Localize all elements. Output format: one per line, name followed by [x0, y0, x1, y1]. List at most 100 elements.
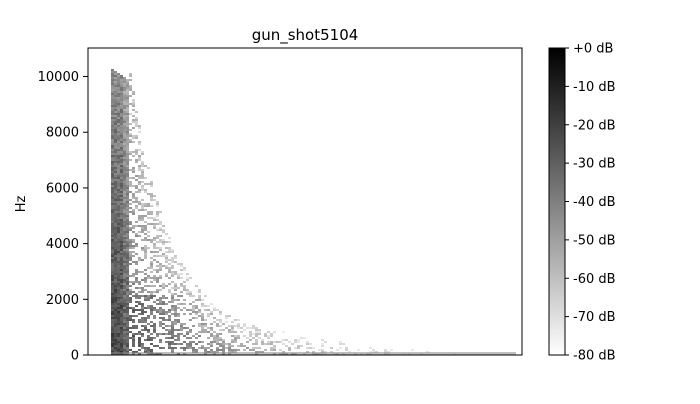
spectrogram-cell [141, 181, 144, 183]
spectrogram-cell [183, 269, 186, 271]
spectrogram-cell [231, 325, 234, 327]
spectrogram-cell [237, 349, 240, 351]
spectrogram-cell [117, 313, 120, 315]
spectrogram-cell [198, 289, 201, 291]
spectrogram-cell [129, 319, 132, 321]
spectrogram-cell [111, 321, 114, 323]
spectrogram-cell [126, 303, 129, 305]
spectrogram-cell [177, 303, 180, 305]
spectrogram-cell [120, 199, 123, 201]
spectrogram-cell [207, 305, 210, 307]
spectrogram-cell [177, 263, 180, 265]
spectrogram-cell [111, 279, 114, 281]
spectrogram-cell [144, 257, 147, 259]
spectrogram-cell [162, 243, 165, 245]
spectrogram-cell [141, 225, 144, 227]
spectrogram-cell [117, 297, 120, 299]
spectrogram-cell [111, 157, 114, 159]
spectrogram-cell [171, 293, 174, 295]
spectrogram-cell [126, 239, 129, 241]
spectrogram-cell [123, 233, 126, 235]
spectrogram-cell [126, 81, 129, 83]
spectrogram-cell [186, 309, 189, 311]
spectrogram-cell [150, 291, 153, 293]
spectrogram-cell [201, 319, 204, 321]
spectrogram-cell [126, 125, 129, 127]
spectrogram-cell [138, 217, 141, 219]
spectrogram-cell [123, 197, 126, 199]
spectrogram-cell [150, 343, 153, 345]
spectrogram-cell [120, 111, 123, 113]
spectrogram-cell [141, 189, 144, 191]
spectrogram-cell [216, 339, 219, 341]
spectrogram-cell [120, 115, 123, 117]
spectrogram-cell [123, 213, 126, 215]
spectrogram-cell [147, 323, 150, 325]
spectrogram-cell [144, 321, 147, 323]
spectrogram-cell [297, 347, 300, 349]
spectrogram-cell [156, 241, 159, 243]
spectrogram-cell [186, 291, 189, 293]
spectrogram-cell [117, 219, 120, 221]
spectrogram-cell [249, 335, 252, 337]
spectrogram-cell [117, 269, 120, 271]
spectrogram-cell [159, 275, 162, 277]
spectrogram-cell [114, 289, 117, 291]
spectrogram-cell [117, 325, 120, 327]
spectrogram-cell [270, 333, 273, 335]
spectrogram-cell [111, 105, 114, 107]
spectrogram-cell [174, 307, 177, 309]
spectrogram-cell [120, 337, 123, 339]
y-tick-label: 2000 [46, 293, 79, 308]
spectrogram-cell [138, 259, 141, 261]
spectrogram-cell [153, 307, 156, 309]
colorbar-tick-label: -50 dB [573, 233, 616, 248]
spectrogram-cell [306, 341, 309, 343]
spectrogram-cell [216, 349, 219, 351]
spectrogram-cell [129, 247, 132, 249]
spectrogram-cell [141, 165, 144, 167]
spectrogram-cell [120, 293, 123, 295]
spectrogram-cell [123, 77, 126, 79]
spectrogram-cells [111, 69, 516, 355]
spectrogram-cell [120, 147, 123, 149]
spectrogram-cell [156, 237, 159, 239]
spectrogram-cell [117, 229, 120, 231]
spectrogram-cell [129, 227, 132, 229]
spectrogram-cell [114, 281, 117, 283]
spectrogram-cell [171, 271, 174, 273]
spectrogram-cell [282, 331, 285, 333]
spectrogram-cell [129, 151, 132, 153]
spectrogram-cell [144, 299, 147, 301]
spectrogram-cell [168, 271, 171, 273]
spectrogram-cell [117, 121, 120, 123]
spectrogram-cell [156, 255, 159, 257]
spectrogram-cell [126, 323, 129, 325]
spectrogram-cell [141, 169, 144, 171]
spectrogram-cell [150, 217, 153, 219]
spectrogram-cell [111, 271, 114, 273]
spectrogram-cell [123, 81, 126, 83]
spectrogram-cell [198, 297, 201, 299]
spectrogram-cell [114, 207, 117, 209]
spectrogram-cell [174, 271, 177, 273]
spectrogram-cell [141, 239, 144, 241]
spectrogram-cell [129, 191, 132, 193]
spectrogram-cell [228, 343, 231, 345]
spectrogram-cell [138, 309, 141, 311]
spectrogram-cell [165, 325, 168, 327]
spectrogram-cell [129, 79, 132, 81]
spectrogram-cell [171, 341, 174, 343]
spectrogram-cell [201, 331, 204, 333]
spectrogram-cell [111, 313, 114, 315]
spectrogram-cell [114, 95, 117, 97]
spectrogram-cell [180, 333, 183, 335]
spectrogram-cell [123, 273, 126, 275]
spectrogram-cell [225, 347, 228, 349]
spectrogram-cell [114, 101, 117, 103]
spectrogram-cell [111, 305, 114, 307]
spectrogram-cell [201, 345, 204, 347]
spectrogram-cell [135, 111, 138, 113]
spectrogram-cell [249, 327, 252, 329]
spectrogram-cell [111, 159, 114, 161]
